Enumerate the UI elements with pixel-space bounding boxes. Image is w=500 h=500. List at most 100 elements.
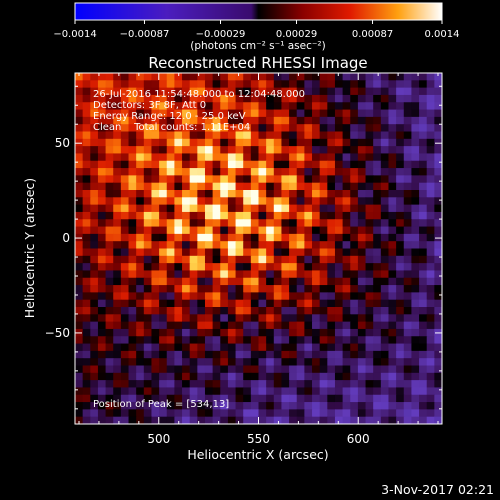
heatmap-cell [220,233,229,242]
heatmap-cell [189,153,198,162]
heatmap-cell [82,358,91,367]
heatmap-cell [159,131,168,140]
heatmap-cell [90,241,99,250]
heatmap-cell [189,372,198,381]
heatmap-cell [250,394,260,403]
heatmap-cell [159,160,168,169]
heatmap-cell [113,314,122,323]
heatmap-cell [419,116,428,125]
heatmap-cell [373,168,382,176]
heatmap-cell [281,285,290,293]
heatmap-cell [243,233,252,242]
heatmap-cell [411,197,420,206]
heatmap-cell [182,380,191,389]
heatmap-cell [166,197,175,206]
heatmap-cell [143,387,153,396]
heatmap-cell [258,358,267,367]
heatmap-cell [373,73,382,81]
heatmap-cell [136,233,145,242]
heatmap-cell [128,80,137,89]
heatmap-cell [136,116,145,125]
heatmap-cell [235,226,244,235]
heatmap-cell [388,321,397,330]
heatmap-cell [90,248,99,257]
heatmap-cell [258,182,267,191]
heatmap-cell [419,402,428,410]
heatmap-cell [166,285,175,293]
heatmap-cell [434,321,442,330]
heatmap-cell [120,263,130,272]
heatmap-cell [419,343,428,352]
heatmap-cell [82,197,91,206]
heatmap-cell [365,314,374,323]
heatmap-cell [204,307,214,315]
heatmap-cell [235,131,244,140]
heatmap-cell [113,380,122,389]
heatmap-cell [243,402,252,410]
heatmap-cell [396,226,405,235]
heatmap-cell [250,299,260,308]
heatmap-cell [197,87,206,96]
heatmap-cell [113,270,122,279]
heatmap-cell [388,416,397,424]
heatmap-cell [373,372,382,381]
heatmap-cell [97,277,107,286]
heatmap-cell [227,336,237,345]
heatmap-cell [388,116,397,125]
heatmap-cell [220,80,229,89]
heatmap-cell [373,241,382,250]
heatmap-cell [105,336,114,345]
heatmap-cell [204,197,214,206]
heatmap-cell [97,124,107,133]
heatmap-cell [365,197,374,206]
heatmap-cell [166,336,175,345]
heatmap-cell [82,387,91,396]
heatmap-cell [304,270,313,279]
heatmap-cell [327,124,336,133]
heatmap-cell [434,292,442,301]
heatmap-cell [304,175,313,184]
heatmap-cell [174,328,183,337]
heatmap-cell [419,124,428,133]
heatmap-cell [220,87,229,96]
heatmap-cell [250,255,260,264]
heatmap-cell [273,87,283,96]
heatmap-cell [434,270,442,279]
heatmap-cell [403,394,413,403]
heatmap-cell [143,116,153,125]
heatmap-cell [189,241,198,250]
heatmap-cell [289,168,298,176]
heatmap-cell [197,343,206,352]
heatmap-cell [128,87,137,96]
heatmap-cell [243,343,252,352]
heatmap-cell [189,219,198,228]
heatmap-cell [243,416,252,424]
heatmap-cell [250,365,260,374]
heatmap-cell [136,138,145,147]
heatmap-cell [388,394,397,403]
heatmap-cell [304,241,313,250]
heatmap-cell [151,358,160,367]
heatmap-cell [143,241,153,250]
heatmap-cell [327,204,336,213]
heatmap-cell [388,299,397,308]
heatmap-cell [75,321,84,330]
heatmap-cell [273,307,283,315]
heatmap-cell [75,416,84,424]
heatmap-cell [289,124,298,133]
heatmap-cell [97,336,107,345]
heatmap-cell [159,124,168,133]
heatmap-cell [419,146,428,155]
heatmap-cell [235,138,244,147]
heatmap-cell [97,233,107,242]
heatmap-cell [197,190,206,198]
heatmap-cell [327,87,336,96]
heatmap-cell [357,219,367,228]
heatmap-cell [327,380,336,389]
heatmap-cell [289,255,298,264]
heatmap-cell [235,263,244,272]
heatmap-cell [289,409,298,418]
heatmap-cell [166,387,175,396]
heatmap-cell [143,146,153,155]
heatmap-cell [419,204,428,213]
